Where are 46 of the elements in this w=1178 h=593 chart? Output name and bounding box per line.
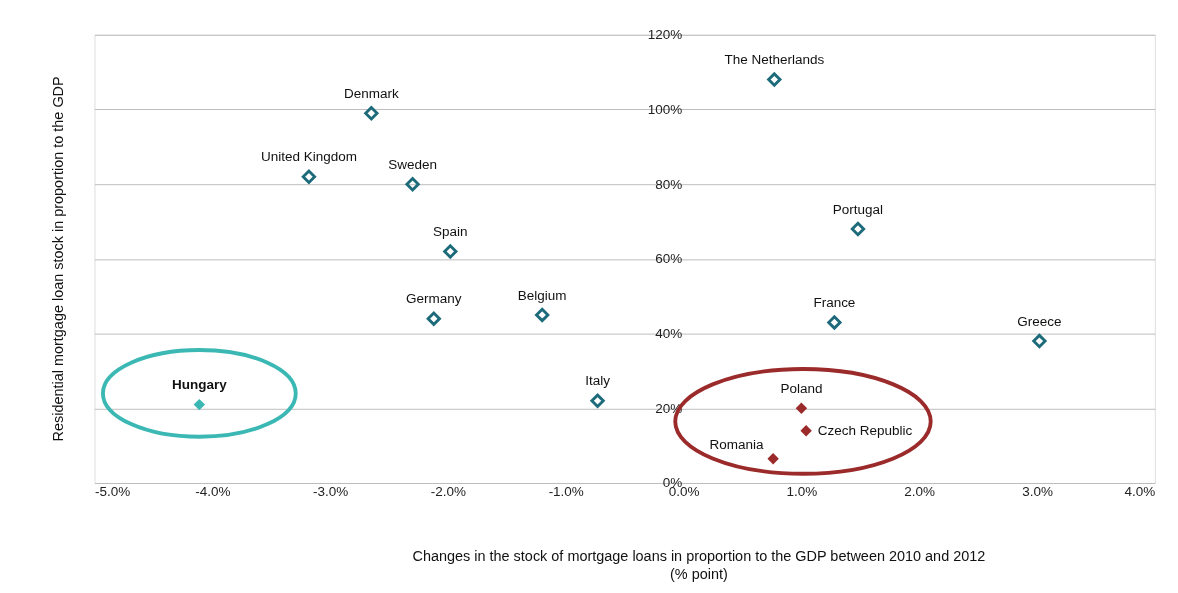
- point: [301, 169, 317, 184]
- y-tick-label: 60%: [655, 251, 683, 267]
- point: [795, 402, 808, 415]
- point: [535, 307, 550, 323]
- annotation: Belgium: [517, 287, 567, 303]
- annotation: Hungary: [171, 377, 228, 393]
- point: [193, 398, 206, 411]
- x-tick-label: -2.0%: [430, 484, 467, 500]
- x-tick-label: 2.0%: [904, 484, 936, 500]
- x-tick-label: 4.0%: [1124, 484, 1156, 500]
- point: [767, 72, 782, 87]
- annotation: France: [813, 294, 856, 310]
- annotation: Germany: [406, 291, 462, 307]
- y-tick-label: 120%: [647, 27, 683, 43]
- annotation: Greece: [1017, 313, 1062, 329]
- point: [800, 425, 812, 437]
- point: [767, 453, 779, 465]
- point: [405, 177, 420, 192]
- annotation: Portugal: [832, 201, 884, 217]
- x-tick-label: -5.0%: [94, 484, 131, 500]
- annotation: United Kingdom: [260, 149, 357, 165]
- y-tick-label: 80%: [655, 176, 683, 192]
- annotation: The Netherlands: [724, 52, 825, 68]
- annotation: Czech Republic: [817, 422, 913, 438]
- annotation: Italy: [585, 373, 611, 389]
- annotation: Sweden: [388, 156, 437, 172]
- y-tick-label: 100%: [647, 101, 683, 117]
- x-tick-label: -1.0%: [548, 484, 584, 500]
- point: [443, 244, 458, 259]
- annotation: Poland: [780, 380, 823, 396]
- annotation: Spain: [433, 224, 468, 240]
- annotation: Romania: [709, 437, 764, 453]
- y-axis-title: Residential mortgage loan stock in proportion to the GDP: [49, 76, 66, 442]
- x-tick-label: 3.0%: [1022, 484, 1053, 500]
- annotation: Denmark: [344, 85, 399, 101]
- y-tick-label: 40%: [655, 325, 683, 341]
- x-tick-label: 1.0%: [786, 484, 818, 500]
- point: [426, 311, 441, 326]
- point: [364, 106, 379, 121]
- point: [850, 221, 866, 237]
- x-axis-title: Changes in the stock of mortgage loans in proportion to the GDP between 2010 and 2012 (% point): [412, 548, 986, 583]
- point: [590, 393, 605, 409]
- x-tick-label: -3.0%: [312, 484, 349, 500]
- point: [1032, 333, 1047, 349]
- point: [827, 315, 842, 330]
- x-tick-label: -4.0%: [195, 484, 231, 500]
